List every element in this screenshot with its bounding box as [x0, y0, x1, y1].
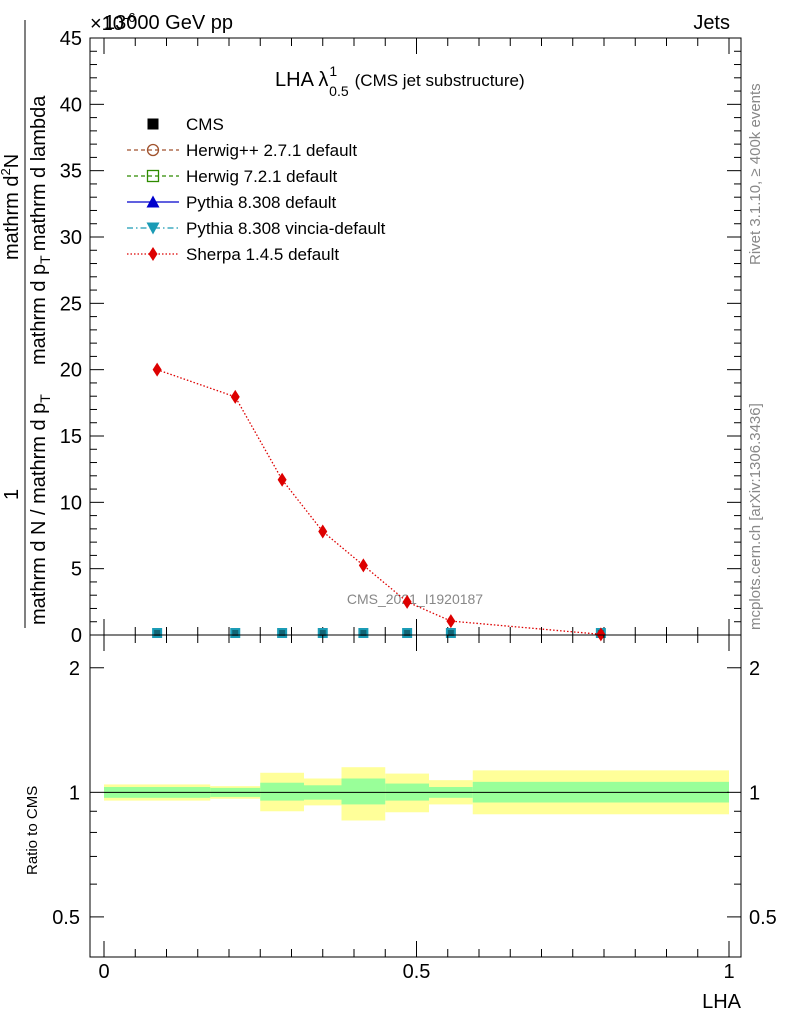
- sherpa-point: [230, 389, 240, 404]
- legend-label: Herwig 7.2.1 default: [186, 167, 337, 186]
- xaxis-label: LHA: [702, 991, 742, 1013]
- legend-item: Sherpa 1.4.5 default: [127, 245, 339, 264]
- cms-data-point-core: [447, 630, 454, 637]
- plot-title: LHA λ1 0.5(CMS jet substructure): [275, 63, 525, 99]
- legend-item: CMS: [147, 115, 224, 134]
- ratio-ytick-label: 2: [69, 658, 80, 680]
- legend-label: Pythia 8.308 default: [186, 193, 337, 212]
- main-ytick-label: 15: [60, 426, 82, 448]
- main-ytick-label: 0: [71, 625, 82, 647]
- ylabel-denominator-main: mathrm d pTmathrm d lambda: [28, 95, 53, 365]
- process-label: Jets: [693, 12, 730, 34]
- sherpa-point: [446, 614, 456, 629]
- main-ytick-label: 20: [60, 360, 82, 382]
- rivet-label: Rivet 3.1.10, ≥ 400k events: [747, 83, 764, 265]
- cms-data-point: [152, 628, 163, 639]
- legend-marker: [148, 247, 158, 261]
- ylabel-numerator-top: 1: [1, 489, 23, 500]
- cms-data-point: [277, 628, 288, 639]
- main-ytick-label: 40: [60, 94, 82, 116]
- ratio-bands: [104, 767, 729, 821]
- cms-data-point-core: [279, 630, 286, 637]
- cms-data-point-core: [154, 630, 161, 637]
- main-ytick-label: 10: [60, 492, 82, 514]
- ratio-xtick-label: 0: [98, 961, 109, 983]
- ratio-ytick-label-right: 1: [749, 782, 760, 804]
- main-ylabel: 1 mathrm d N / mathrm d pT mathrm d2N ma…: [0, 20, 53, 628]
- ratio-frame: [89, 634, 742, 958]
- legend-item: Pythia 8.308 vincia-default: [127, 219, 386, 238]
- ylabel-numerator-main: mathrm d2N: [0, 154, 23, 260]
- cms-data-point-core: [319, 630, 326, 637]
- mcplots-label: mcplots.cern.ch [arXiv:1306.3436]: [747, 403, 764, 630]
- main-yaxis: 0 5 10 15 20 25 30 35 40 45: [60, 28, 741, 647]
- ratio-ytick-label: 0.5: [52, 907, 80, 929]
- ratio-xtick-label: 0.5: [403, 961, 431, 983]
- legend: CMS Herwig++ 2.7.1 default Herwig 7.2.1 de…: [127, 115, 386, 264]
- legend-item: Pythia 8.308 default: [127, 193, 337, 212]
- cms-data-point: [402, 628, 413, 639]
- cms-data-point: [358, 628, 369, 639]
- cms-data-point: [445, 628, 456, 639]
- main-series: [152, 362, 606, 642]
- cms-data-point: [317, 628, 328, 639]
- ratio-ytick-label-right: 0.5: [749, 907, 777, 929]
- sherpa-point: [358, 558, 368, 573]
- ratio-xtick-label: 1: [723, 961, 734, 983]
- legend-label: Pythia 8.308 vincia-default: [186, 219, 386, 238]
- legend-label: Herwig++ 2.7.1 default: [186, 141, 357, 160]
- ratio-panel: 0.5 0.51 12 2 0 0.5 1 Ratio to CMS LHA: [24, 634, 777, 1013]
- sherpa-point: [402, 594, 412, 609]
- cms-data-point-core: [360, 630, 367, 637]
- main-ytick-label: 25: [60, 293, 82, 315]
- ratio-inner-band: [341, 778, 386, 805]
- sherpa-point: [277, 472, 287, 487]
- main-ytick-label: 35: [60, 161, 82, 183]
- legend-label: CMS: [186, 115, 224, 134]
- sherpa-point: [318, 524, 328, 539]
- legend-item: Herwig++ 2.7.1 default: [127, 141, 357, 160]
- main-ytick-label: 5: [71, 559, 82, 581]
- cms-data-point: [230, 628, 241, 639]
- main-panel: 0 5 10 15 20 25 30 35 40 45 CMS_2021_I1920187 LHA…: [60, 28, 742, 647]
- ratio-inner-band: [260, 782, 304, 801]
- ratio-yaxis: 0.5 0.5 1 1 2 2: [52, 658, 777, 929]
- ratio-xaxis: 0 0.5 1: [98, 635, 735, 983]
- energy-label: 13000 GeV pp: [104, 12, 233, 34]
- ratio-ytick-label-right: 2: [749, 658, 760, 680]
- legend-item: Herwig 7.2.1 default: [127, 167, 337, 186]
- main-ytick-label: 45: [60, 28, 82, 50]
- legend-marker: [146, 222, 160, 235]
- sherpa-point: [596, 627, 606, 642]
- main-ytick-label: 30: [60, 227, 82, 249]
- legend-marker: [147, 118, 159, 130]
- cms-data-point-core: [232, 630, 239, 637]
- sherpa-point: [152, 362, 162, 377]
- legend-marker: [146, 169, 160, 183]
- legend-label: Sherpa 1.4.5 default: [186, 245, 339, 264]
- exponent-label: ×10-6: [90, 10, 136, 35]
- ylabel-denominator-top: mathrm d N / mathrm d pT: [28, 394, 53, 625]
- analysis-watermark: CMS_2021_I1920187: [347, 591, 483, 607]
- ratio-ylabel: Ratio to CMS: [24, 786, 41, 875]
- legend-marker: [146, 195, 160, 208]
- cms-data-point-core: [404, 630, 411, 637]
- sherpa-line: [156, 369, 601, 635]
- ratio-ytick-label: 1: [69, 782, 80, 804]
- legend-marker: [146, 143, 160, 157]
